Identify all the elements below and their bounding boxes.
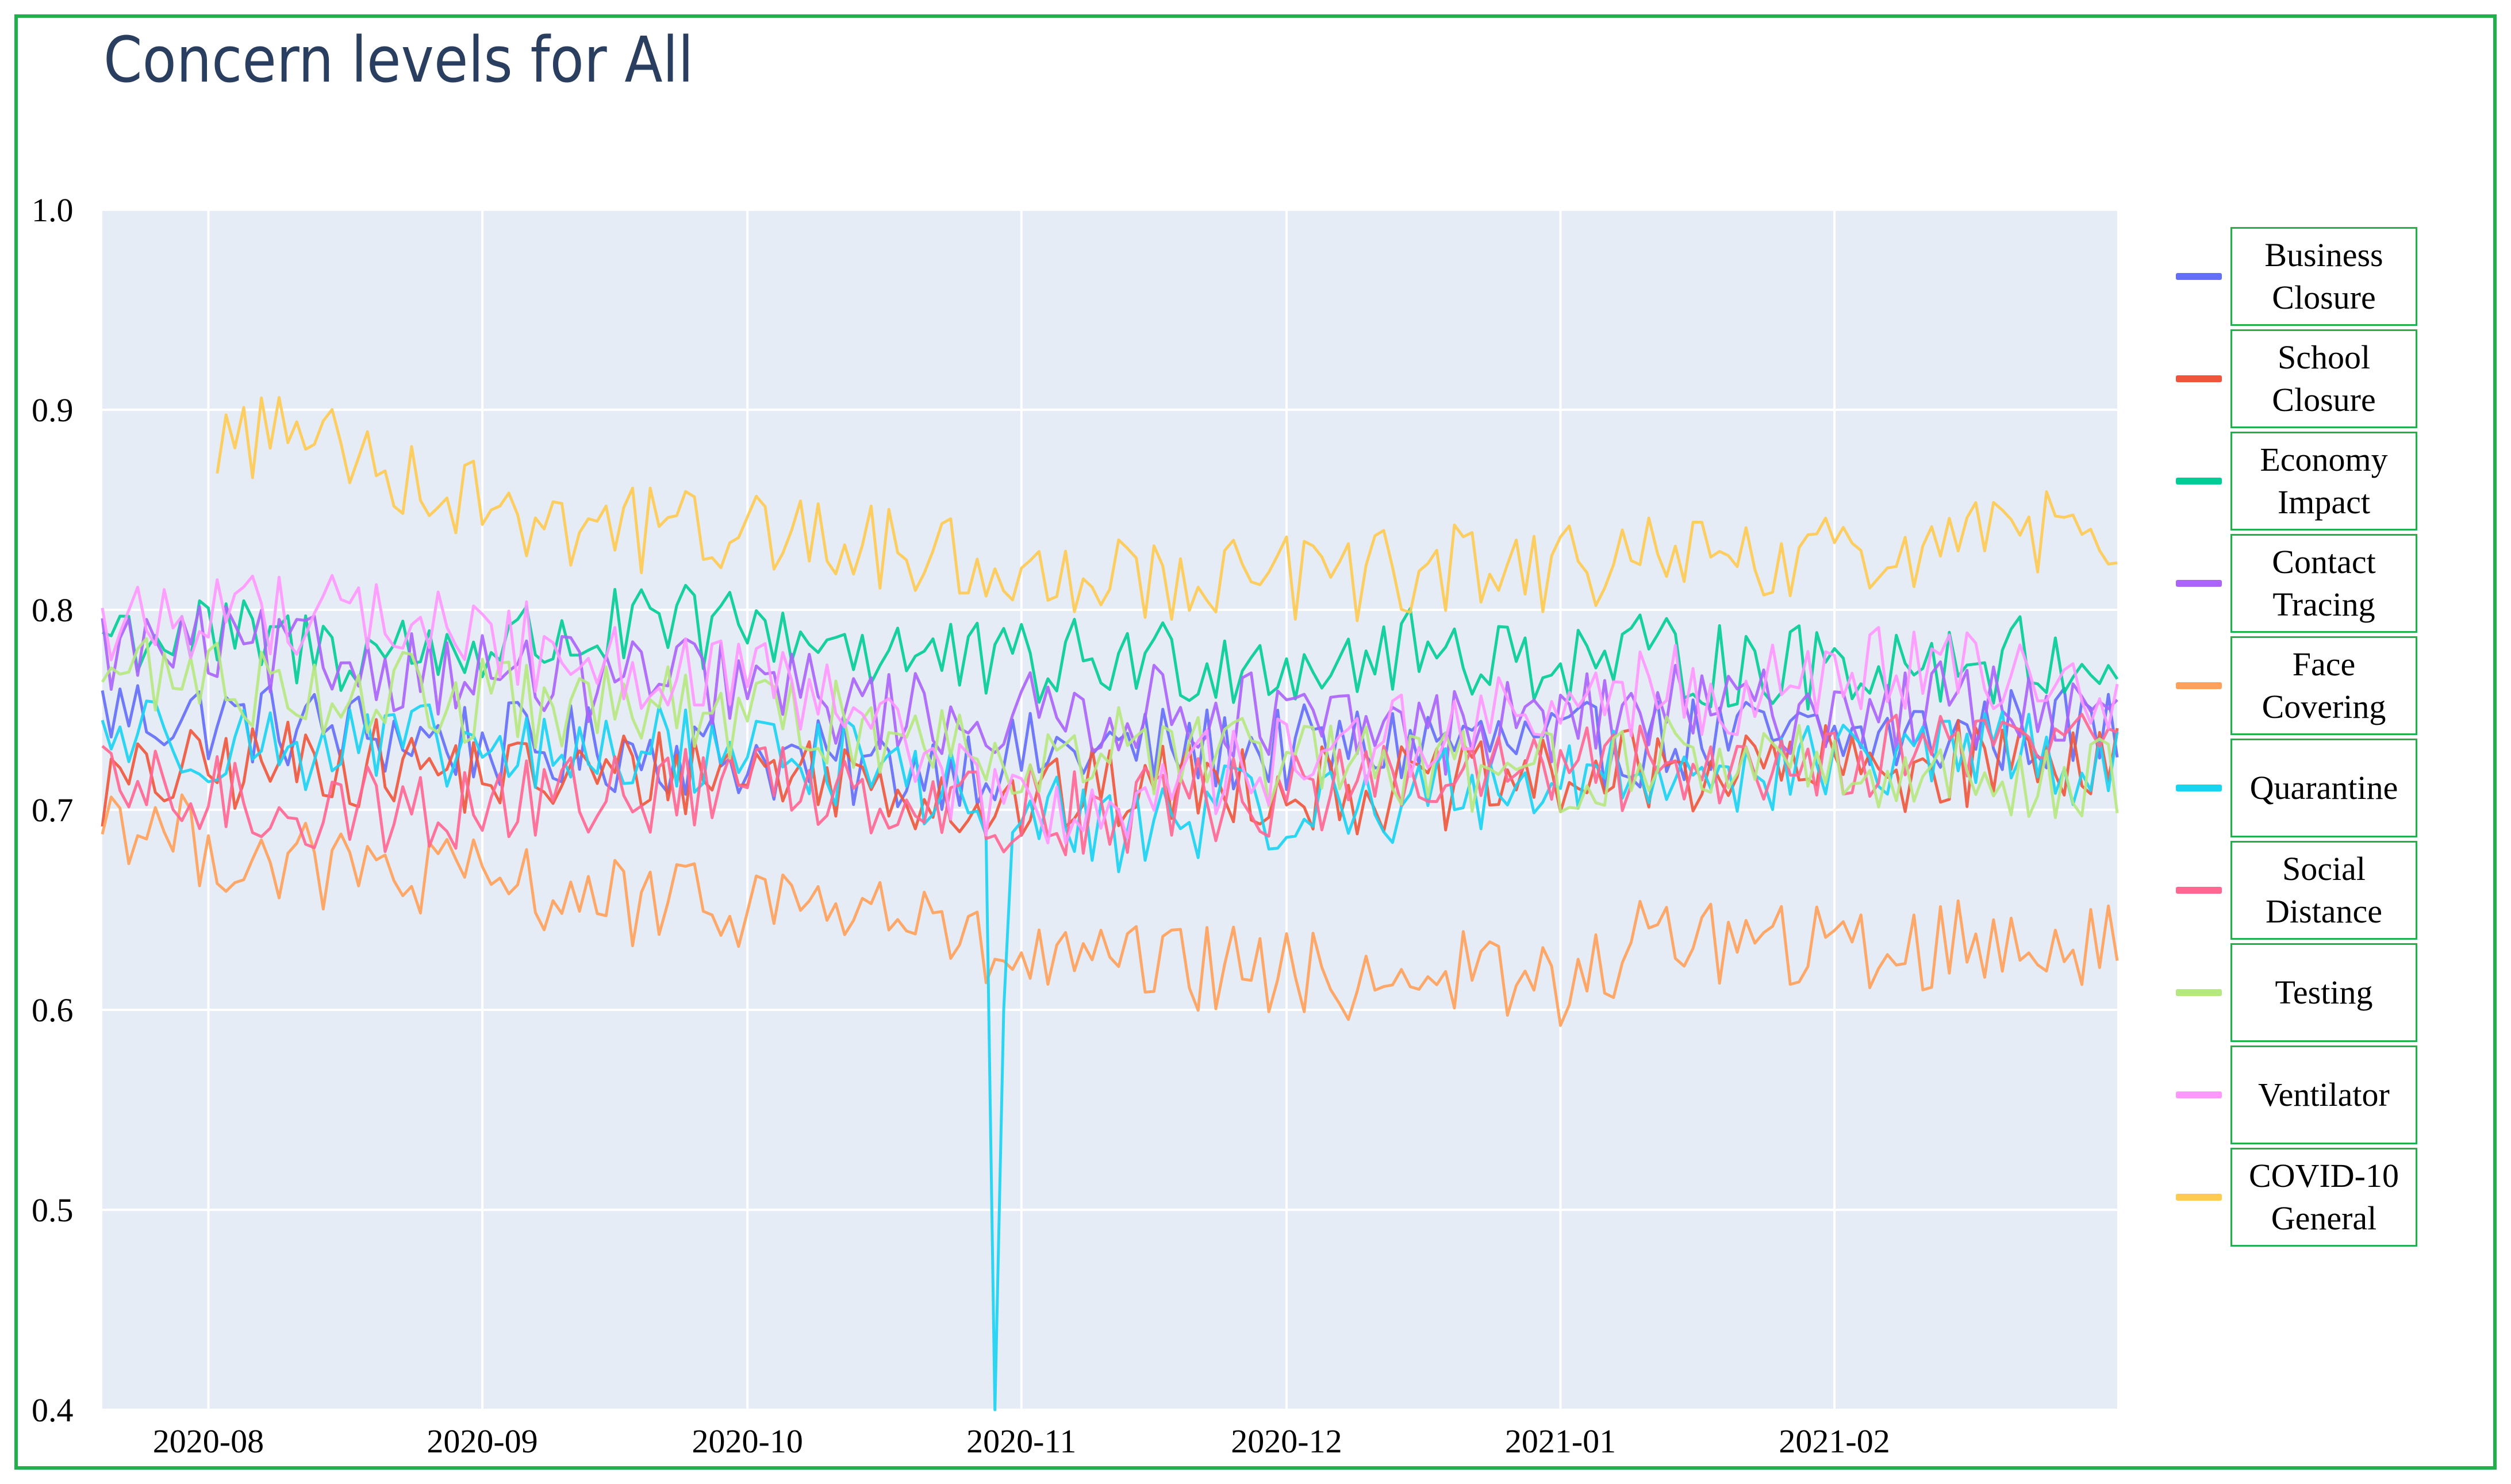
y-tick-label: 1.0	[32, 191, 74, 229]
series-line-social-distance	[101, 713, 2118, 856]
chart-title: Concern levels for All	[103, 23, 694, 97]
x-tick-label: 2020-11	[966, 1423, 1076, 1460]
legend-item[interactable]: Economy Impact	[2230, 432, 2417, 530]
series-line-quarantine	[101, 699, 2119, 1412]
x-tick-label: 2021-01	[1505, 1423, 1616, 1460]
legend-swatch	[2176, 1194, 2222, 1201]
series-lines	[101, 396, 2119, 1412]
legend-swatch	[2176, 1091, 2222, 1098]
series-line-testing	[101, 637, 2119, 820]
series-line-covid-10-general	[216, 396, 2118, 622]
legend-swatch	[2176, 273, 2222, 280]
legend-item[interactable]: Ventilator	[2230, 1045, 2417, 1144]
x-axis-ticks: 2020-08 2020-09 2020-10 2020-11 2020-12 2021-…	[153, 1423, 1890, 1460]
x-tick-label: 2020-09	[427, 1423, 537, 1460]
legend-item[interactable]: Testing	[2230, 943, 2417, 1042]
legend-item[interactable]: Quarantine	[2230, 739, 2417, 837]
x-tick-label: 2020-08	[153, 1423, 264, 1460]
legend-item[interactable]: COVID-10 General	[2230, 1148, 2417, 1247]
legend-swatch	[2176, 887, 2222, 894]
x-tick-label: 2020-10	[692, 1423, 803, 1460]
legend-item[interactable]: School Closure	[2230, 329, 2417, 428]
x-tick-label: 2021-02	[1779, 1423, 1890, 1460]
legend-item[interactable]: Face Covering	[2230, 636, 2417, 735]
legend-swatch	[2176, 375, 2222, 382]
series-line-face-covering	[101, 793, 2119, 1027]
legend-item[interactable]: Business Closure	[2230, 227, 2417, 326]
legend-item[interactable]: Contact Tracing	[2230, 534, 2417, 633]
y-tick-label: 0.9	[32, 391, 74, 429]
y-tick-label: 0.6	[32, 991, 74, 1029]
legend-swatch	[2176, 989, 2222, 996]
y-tick-label: 0.5	[32, 1191, 74, 1229]
series-line-school-closure	[101, 718, 2119, 837]
legend-item[interactable]: Social Distance	[2230, 841, 2417, 940]
series-line-ventilator	[101, 574, 2119, 845]
y-tick-label: 0.4	[32, 1391, 74, 1429]
legend-swatch	[2176, 580, 2222, 587]
legend-swatch	[2176, 682, 2222, 689]
figure-frame	[14, 14, 2497, 1470]
x-tick-label: 2020-12	[1231, 1423, 1342, 1460]
y-tick-label: 0.7	[32, 791, 74, 829]
legend-swatch	[2176, 478, 2222, 485]
y-axis-ticks: 1.0 0.9 0.8 0.7 0.6 0.5 0.4	[32, 191, 74, 1429]
legend-swatch	[2176, 785, 2222, 791]
grid-lines	[102, 209, 2117, 1411]
y-tick-label: 0.8	[32, 591, 74, 629]
